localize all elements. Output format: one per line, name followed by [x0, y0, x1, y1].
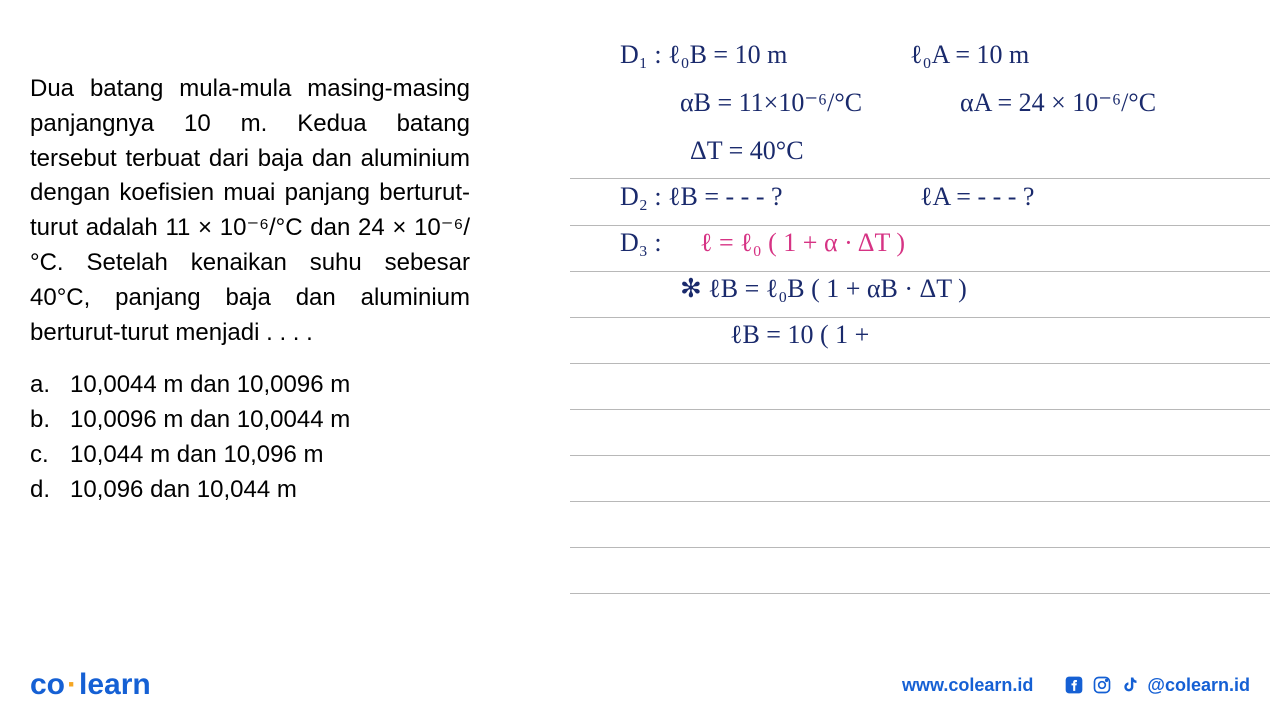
social-links: @colearn.id — [1063, 674, 1250, 696]
option-text: 10,096 dan 10,044 m — [70, 473, 297, 508]
logo-learn: learn — [79, 668, 151, 701]
rule-line — [570, 547, 1270, 548]
option-b: b. 10,0096 m dan 10,0044 m — [30, 403, 470, 438]
question-text: Dua batang mula-mula masing-masing panja… — [30, 72, 470, 350]
handwriting-line: ℓB = 10 ( 1 + — [730, 320, 869, 350]
social-handle[interactable]: @colearn.id — [1147, 675, 1250, 696]
tiktok-icon[interactable] — [1119, 674, 1141, 696]
rule-line — [570, 363, 1270, 364]
ruled-paper — [570, 30, 1270, 590]
rule-line — [570, 271, 1270, 272]
handwriting-line: ΔT = 40°C — [690, 136, 804, 166]
handwriting-line: D₃ : — [620, 228, 662, 258]
option-letter: b. — [30, 403, 70, 438]
handwriting-panel: D₁ : ℓ₀B = 10 m ℓ₀A = 10 m αB = 11×10⁻⁶/°C… — [570, 30, 1270, 590]
rule-line — [570, 225, 1270, 226]
option-letter: a. — [30, 368, 70, 403]
rule-line — [570, 455, 1270, 456]
option-d: d. 10,096 dan 10,044 m — [30, 473, 470, 508]
handwriting-line: ✻ ℓB = ℓ₀B ( 1 + αB · ΔT ) — [680, 274, 967, 304]
handwriting-line: αA = 24 × 10⁻⁶/°C — [960, 88, 1156, 118]
footer: co·learn www.colearn.id @colearn.id — [30, 668, 1250, 702]
option-text: 10,0044 m dan 10,0096 m — [70, 368, 350, 403]
footer-right: www.colearn.id @colearn.id — [902, 674, 1250, 696]
rule-line — [570, 501, 1270, 502]
rule-line — [570, 409, 1270, 410]
handwriting-line: ℓA = - - - ? — [920, 182, 1034, 212]
option-letter: c. — [30, 438, 70, 473]
option-letter: d. — [30, 473, 70, 508]
question-panel: Dua batang mula-mula masing-masing panja… — [30, 72, 470, 508]
option-text: 10,0096 m dan 10,0044 m — [70, 403, 350, 438]
handwriting-line: D₂ : ℓB = - - - ? — [620, 182, 783, 212]
handwriting-line: ℓ₀A = 10 m — [910, 40, 1029, 70]
handwriting-line: αB = 11×10⁻⁶/°C — [680, 88, 862, 118]
handwriting-line: ℓ = ℓ₀ ( 1 + α · ΔT ) — [700, 228, 905, 258]
options-list: a. 10,0044 m dan 10,0096 m b. 10,0096 m … — [30, 368, 470, 507]
option-text: 10,044 m dan 10,096 m — [70, 438, 324, 473]
handwriting-line: D₁ : ℓ₀B = 10 m — [620, 40, 787, 70]
logo-dot: · — [67, 668, 77, 701]
rule-line — [570, 178, 1270, 179]
rule-line — [570, 317, 1270, 318]
option-a: a. 10,0044 m dan 10,0096 m — [30, 368, 470, 403]
rule-line — [570, 593, 1270, 594]
logo-co: co — [30, 668, 65, 701]
footer-url[interactable]: www.colearn.id — [902, 675, 1033, 696]
instagram-icon[interactable] — [1091, 674, 1113, 696]
facebook-icon[interactable] — [1063, 674, 1085, 696]
option-c: c. 10,044 m dan 10,096 m — [30, 438, 470, 473]
brand-logo: co·learn — [30, 668, 151, 702]
